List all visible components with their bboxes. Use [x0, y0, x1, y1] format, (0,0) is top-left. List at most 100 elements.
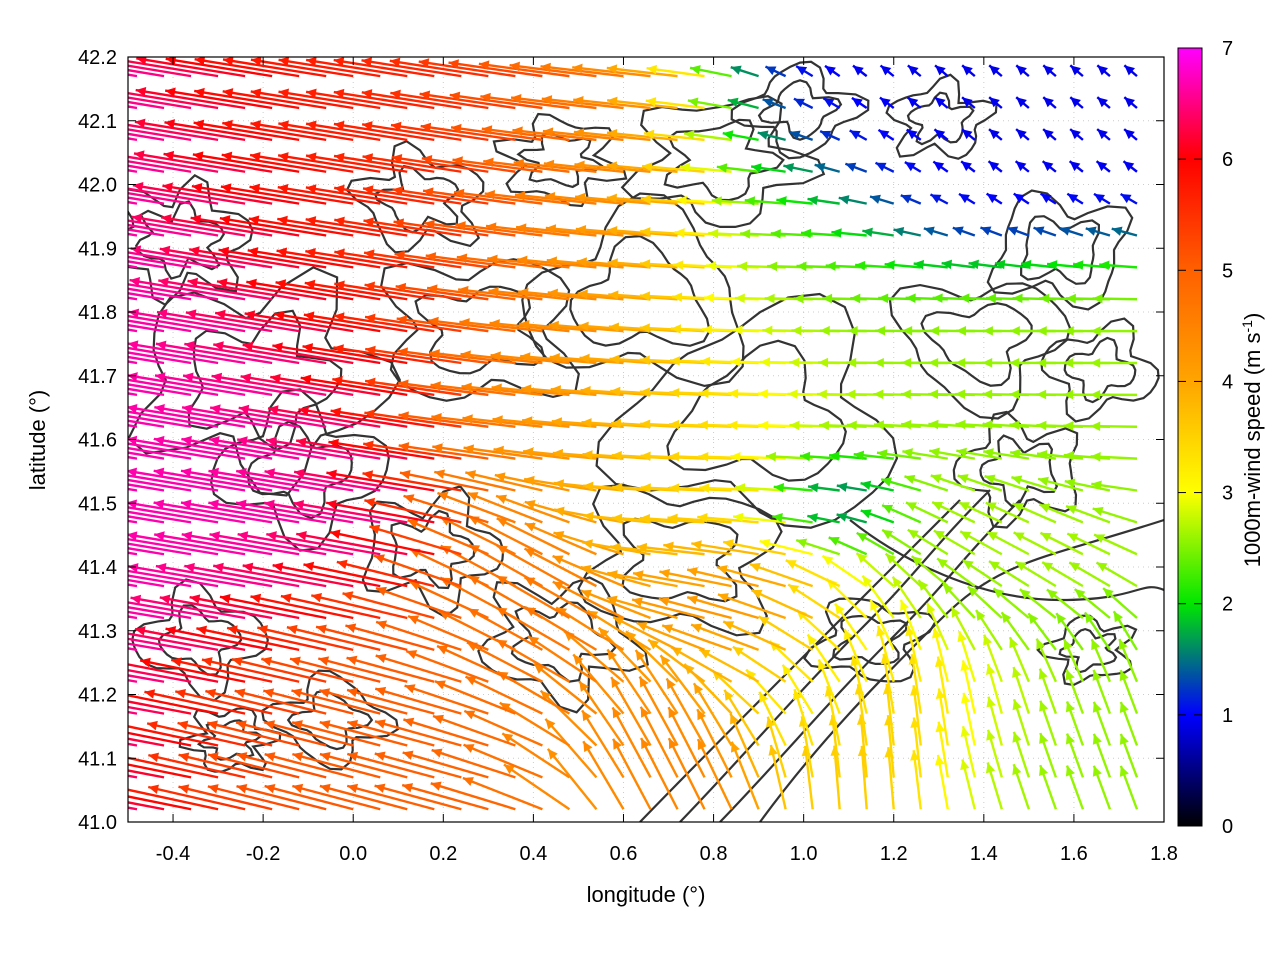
wind-vector-head: [250, 151, 261, 162]
wind-vector-shaft: [606, 571, 678, 588]
wind-vector-head: [85, 722, 96, 731]
wind-vector-head: [227, 625, 238, 635]
wind-vector-head: [636, 622, 648, 632]
wind-vector-head: [708, 228, 719, 239]
wind-vector-head: [662, 624, 674, 634]
wind-vector-shaft: [128, 314, 219, 333]
wind-vector-shaft: [334, 282, 435, 301]
wind-vector-head: [733, 512, 744, 523]
wind-vector-head: [610, 386, 621, 397]
wind-vector-head: [751, 163, 762, 173]
wind-vector-shaft: [298, 408, 408, 428]
wind-vector-shaft: [456, 255, 543, 269]
wind-vector-shaft: [546, 748, 598, 811]
wind-vector-head: [72, 531, 83, 540]
wind-vector-shaft: [514, 193, 597, 205]
wind-vector-head: [275, 279, 287, 289]
wind-vector-head: [607, 225, 618, 236]
contour-line: [595, 292, 899, 529]
wind-vector-shaft: [363, 219, 462, 237]
wind-vector-shaft: [509, 63, 597, 78]
wind-vector-shaft: [250, 90, 354, 110]
y-tick-label: 41.5: [78, 493, 117, 515]
wind-vector-head: [935, 754, 945, 766]
wind-vector-head: [374, 751, 386, 761]
wind-vector-shaft: [573, 98, 651, 110]
wind-vector-head: [1063, 358, 1074, 368]
wind-vector-head: [451, 123, 462, 134]
wind-vector-head: [962, 65, 973, 76]
wind-vector-shaft: [769, 744, 787, 810]
wind-vector-shaft: [750, 589, 814, 620]
wind-vector-head: [362, 185, 374, 195]
wind-vector-head: [48, 117, 59, 126]
wind-vector-shaft: [128, 515, 165, 524]
wind-vector-shaft: [686, 568, 759, 588]
wind-vector-shaft: [912, 717, 922, 778]
wind-vector-shaft: [272, 563, 381, 588]
wind-vector-head: [639, 291, 651, 301]
wind-vector-head: [153, 467, 165, 478]
wind-vector-shaft: [632, 571, 705, 588]
wind-vector-head: [182, 404, 193, 414]
wind-vector-head: [237, 531, 249, 541]
wind-vector-head: [509, 61, 521, 72]
wind-vector-head: [1090, 421, 1101, 432]
wind-vector-shaft: [216, 280, 327, 301]
wind-vector-shaft: [487, 257, 570, 269]
wind-vector-head: [165, 625, 177, 636]
wind-vector-shaft: [162, 184, 273, 205]
wind-vector-head: [208, 467, 219, 478]
wind-vector-shaft: [139, 659, 246, 683]
wind-vector-shaft: [218, 248, 327, 269]
wind-vector-head: [220, 183, 232, 193]
wind-vector-head: [873, 420, 885, 430]
wind-vector-head: [45, 340, 56, 349]
wind-vector-head: [399, 469, 411, 480]
wind-vector-shaft: [128, 510, 192, 524]
wind-vectors: [45, 57, 1139, 811]
wind-vector-shaft: [670, 646, 733, 683]
colorbar: [1177, 47, 1203, 827]
wind-vector-shaft: [208, 501, 327, 524]
wind-vector-head: [278, 57, 290, 67]
wind-vector-shaft: [305, 122, 408, 142]
contour-line: [521, 192, 745, 388]
wind-vector-shaft: [264, 753, 354, 779]
wind-vector-shaft: [434, 680, 516, 715]
wind-vector-shaft: [128, 731, 192, 747]
wind-vector-shaft: [128, 801, 165, 811]
wind-vector-head: [724, 689, 734, 701]
wind-vector-head: [730, 357, 741, 367]
wind-vector-head: [1036, 420, 1047, 431]
wind-vector-head: [732, 325, 743, 335]
wind-vector-shaft: [128, 437, 246, 460]
wind-vector-shaft: [128, 196, 165, 205]
wind-vector-shaft: [130, 247, 246, 269]
wind-vector-head: [716, 163, 728, 173]
wind-vector-head: [734, 483, 746, 493]
wind-vector-head: [937, 558, 948, 569]
wind-vector-head: [492, 415, 503, 425]
wind-vector-head: [185, 309, 197, 319]
wind-vector-head: [700, 356, 711, 367]
wind-vector-shaft: [128, 574, 192, 588]
wind-vector-head: [986, 696, 996, 708]
wind-vector-head: [1007, 226, 1019, 236]
wind-vector-head: [684, 130, 695, 140]
wind-vector-head: [496, 545, 508, 555]
wind-vector-head: [765, 66, 777, 76]
wind-vector-head: [194, 87, 205, 98]
wind-vector-head: [434, 680, 446, 690]
wind-vector-head: [788, 584, 800, 594]
wind-vector-head: [398, 379, 409, 390]
wind-vector-head: [463, 444, 475, 454]
wind-vector-shaft: [205, 689, 300, 715]
wind-vector-head: [208, 499, 219, 509]
wind-vector-head: [277, 183, 289, 194]
wind-vector-shaft: [334, 250, 435, 269]
contour-line: [128, 173, 254, 307]
wind-vector-shaft: [572, 653, 625, 715]
wind-vector-shaft: [180, 501, 300, 524]
wind-vector-head: [760, 357, 771, 367]
